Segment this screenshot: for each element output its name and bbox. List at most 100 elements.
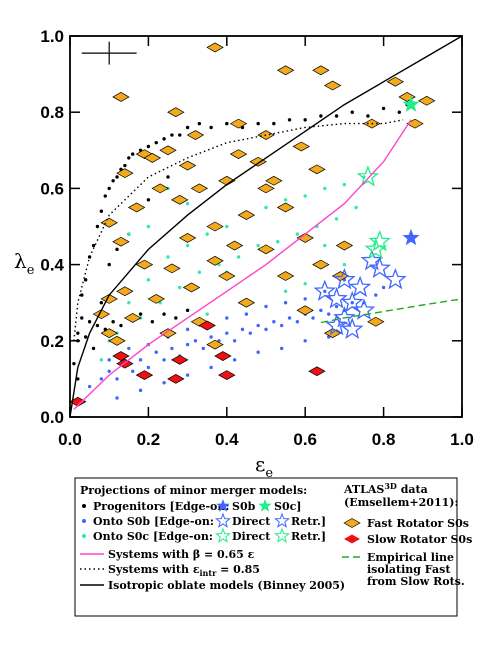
point: [99, 377, 104, 381]
point: [72, 361, 76, 366]
diamond: [108, 335, 126, 346]
y-tick-label: 0.0: [40, 408, 64, 427]
point: [311, 316, 315, 320]
point: [381, 106, 386, 111]
legend-text: Systems with β = 0.65 ε: [108, 548, 255, 561]
line: [69, 35, 463, 418]
point: [170, 346, 174, 351]
diamond: [276, 202, 295, 213]
point: [127, 156, 131, 160]
diamond: [386, 76, 405, 87]
point: [209, 335, 213, 339]
legend-symbol: [343, 518, 361, 528]
point: [334, 217, 339, 221]
point: [287, 118, 292, 122]
legend-symbol: [216, 499, 230, 512]
point: [127, 301, 131, 305]
diamond: [418, 95, 436, 106]
star: [402, 95, 420, 112]
diamond: [112, 351, 130, 361]
point: [91, 243, 96, 248]
point: [185, 308, 190, 313]
diamond: [159, 145, 177, 156]
point: [150, 320, 155, 324]
point: [319, 308, 323, 313]
point: [323, 186, 327, 191]
point: [99, 358, 104, 362]
point: [303, 118, 307, 122]
diamond: [335, 240, 354, 251]
point: [319, 114, 323, 118]
point: [279, 346, 284, 351]
point: [323, 289, 327, 293]
point: [205, 232, 209, 236]
point: [334, 304, 339, 309]
point: [350, 110, 354, 114]
x-tick-label: 0.0: [58, 430, 82, 449]
diamond: [218, 271, 236, 281]
point: [95, 323, 100, 328]
point: [197, 121, 202, 126]
point: [283, 289, 288, 293]
point: [354, 205, 358, 210]
point: [178, 285, 182, 290]
line: [320, 298, 463, 324]
point: [91, 346, 96, 351]
point: [381, 285, 386, 290]
diamond: [100, 293, 118, 304]
point: [99, 301, 104, 305]
diamond: [112, 92, 130, 102]
point: [107, 369, 111, 373]
legend-symbol: [258, 499, 272, 512]
point: [185, 342, 190, 347]
legend-symbol: [273, 512, 291, 528]
legend-text: Isotropic oblate models (Binney 2005): [108, 579, 345, 592]
legend-text: Direct: [232, 530, 271, 543]
diamond: [124, 313, 142, 323]
open-star: [352, 298, 376, 320]
diamond: [312, 65, 330, 76]
point: [256, 243, 260, 248]
diamond: [218, 370, 236, 380]
point: [76, 377, 80, 381]
point: [327, 312, 331, 316]
point: [87, 384, 92, 389]
point: [193, 339, 198, 343]
diamond: [308, 366, 326, 377]
point: [209, 365, 213, 370]
x-axis-label: εe: [255, 452, 273, 481]
diamond: [214, 351, 232, 361]
diamond: [135, 259, 154, 270]
diamond: [92, 309, 111, 320]
diamond: [206, 255, 224, 266]
diamond: [406, 118, 424, 129]
legend-text: Direct: [232, 515, 271, 528]
point: [244, 312, 249, 316]
legend-heading: Projections of minor merger models:: [80, 484, 307, 497]
diamond: [296, 305, 314, 316]
legend-text: Onto S0b [Edge-on:: [93, 515, 214, 528]
point: [80, 316, 84, 320]
diamond: [206, 339, 224, 350]
open-star: [348, 275, 372, 298]
point: [209, 125, 213, 130]
diamond: [237, 297, 256, 308]
point: [111, 179, 115, 183]
legend-text: from Slow Rots.: [367, 575, 465, 588]
point: [264, 304, 268, 309]
legend-text: Retr.]: [291, 530, 326, 543]
point: [283, 198, 288, 202]
diamond: [296, 233, 314, 243]
y-axis-label: λe: [14, 249, 35, 278]
legend-symbol: [214, 527, 232, 543]
point: [283, 301, 288, 305]
series-group: [69, 35, 463, 418]
x-tick-label: 1.0: [450, 430, 474, 449]
point: [99, 209, 104, 213]
point: [162, 137, 166, 141]
point: [115, 396, 119, 400]
point: [80, 293, 84, 297]
diamond: [237, 210, 256, 220]
open-star: [340, 290, 364, 313]
point: [146, 144, 151, 149]
